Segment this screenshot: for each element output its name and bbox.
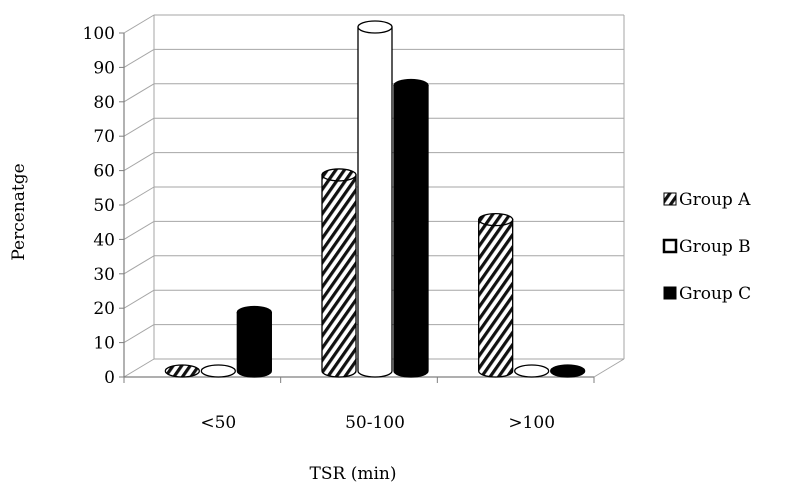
y-tick-label: 30 bbox=[93, 265, 115, 285]
bar-group-a-1 bbox=[321, 168, 357, 378]
bar-top bbox=[200, 364, 236, 378]
side-wall-line bbox=[123, 220, 155, 240]
y-axis-title: Percenatge bbox=[9, 163, 29, 260]
bar-top bbox=[514, 364, 550, 378]
bar-group-b-0 bbox=[200, 364, 236, 378]
bar-top bbox=[550, 364, 586, 378]
legend-item-group-b: Group B bbox=[662, 237, 751, 257]
legend: Group A Group B Group C bbox=[662, 190, 751, 304]
legend-swatch bbox=[663, 192, 677, 206]
bar-top bbox=[321, 168, 357, 182]
y-tick-label: 80 bbox=[93, 93, 115, 113]
y-tick-label: 100 bbox=[83, 24, 115, 44]
side-wall-line bbox=[123, 83, 155, 103]
y-tick-label: 60 bbox=[93, 162, 115, 182]
y-tick-label: 40 bbox=[93, 230, 115, 250]
bar-group-a-0 bbox=[164, 364, 200, 378]
legend-item-group-a: Group A bbox=[663, 190, 751, 210]
side-wall-line bbox=[123, 117, 155, 137]
bar-top bbox=[478, 212, 514, 227]
bar-group-c-2 bbox=[550, 364, 586, 378]
side-wall-line bbox=[123, 289, 155, 309]
legend-swatch bbox=[663, 286, 677, 300]
side-wall-line bbox=[123, 48, 155, 68]
y-tick-labels: 0 10 20 30 40 50 60 70 80 90 100 bbox=[83, 24, 115, 388]
bar-body bbox=[393, 84, 429, 378]
legend-item-group-c: Group C bbox=[663, 284, 751, 304]
legend-label: Group A bbox=[679, 190, 751, 210]
side-wall-line bbox=[123, 186, 155, 206]
x-tick-label: <50 bbox=[200, 413, 236, 433]
y-tick-label: 0 bbox=[104, 368, 115, 388]
floor-edge bbox=[593, 358, 625, 378]
side-wall-line bbox=[123, 324, 155, 344]
axes bbox=[119, 15, 595, 383]
bar-top bbox=[164, 364, 200, 378]
side-wall-line bbox=[123, 152, 155, 172]
y-tick-label: 20 bbox=[93, 299, 115, 319]
side-wall-line bbox=[123, 255, 155, 275]
bar-top bbox=[357, 20, 393, 34]
bar-top bbox=[393, 78, 429, 93]
bar-group-b-1 bbox=[357, 20, 393, 378]
legend-swatch bbox=[662, 238, 678, 254]
bar-body bbox=[478, 218, 514, 378]
bar-group-a-2 bbox=[478, 212, 514, 378]
side-wall-line bbox=[123, 358, 155, 378]
bar-group-c-0 bbox=[236, 305, 272, 378]
side-wall-line bbox=[123, 14, 155, 34]
bar-group-b-2 bbox=[514, 364, 550, 378]
y-tick-label: 50 bbox=[93, 196, 115, 216]
bar-top bbox=[236, 305, 272, 320]
x-axis-title: TSR (min) bbox=[310, 464, 397, 484]
bars bbox=[164, 20, 586, 378]
x-tick-label: 50-100 bbox=[345, 413, 405, 433]
bar-body bbox=[321, 174, 357, 378]
x-tick-labels: <50 50-100 >100 bbox=[200, 413, 555, 433]
legend-label: Group B bbox=[679, 237, 751, 257]
x-tick-label: >100 bbox=[508, 413, 555, 433]
bar-body bbox=[236, 311, 272, 378]
bar-group-c-1 bbox=[393, 78, 429, 378]
y-tick-label: 70 bbox=[93, 127, 115, 147]
legend-label: Group C bbox=[679, 284, 751, 304]
y-tick-label: 10 bbox=[93, 334, 115, 354]
bar-body bbox=[357, 26, 393, 378]
y-tick-label: 90 bbox=[93, 58, 115, 78]
